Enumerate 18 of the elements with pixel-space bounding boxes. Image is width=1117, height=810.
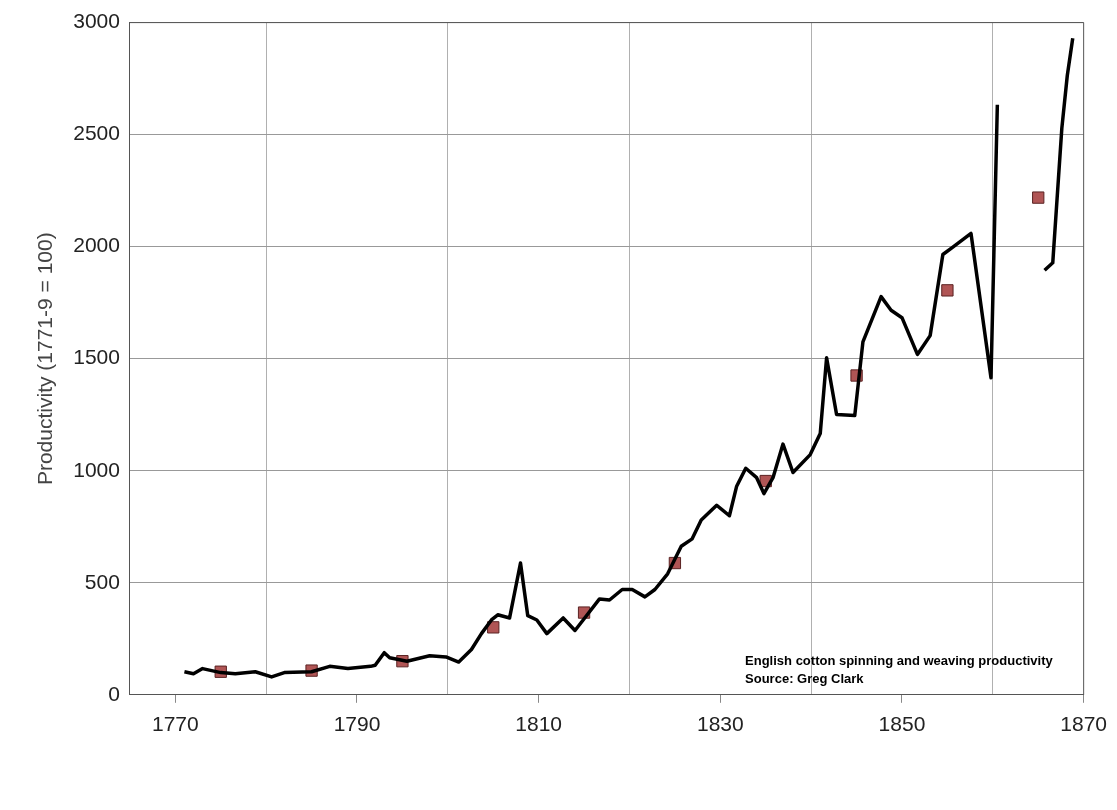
y-tick-label: 0 (108, 681, 120, 705)
y-axis-title: Productivity (1771-9 = 100) (33, 232, 57, 486)
x-tick-label: 1790 (333, 712, 381, 736)
point (941, 284, 954, 297)
y-tick-label: 1500 (73, 345, 120, 369)
x-tick-label: 1770 (151, 712, 199, 736)
x-tick-label: 1850 (878, 712, 926, 736)
y-tick-label: 1000 (73, 457, 120, 481)
point (1032, 191, 1045, 204)
y-tick-label: 500 (84, 569, 120, 593)
y-tick-label: 3000 (73, 9, 120, 33)
x-tick-label: 1870 (1060, 712, 1107, 736)
x-tick-label: 1810 (515, 712, 563, 736)
annotation: Source: Greg Clark (745, 670, 865, 686)
annotation: English cotton spinning and weaving productivity (745, 652, 1054, 668)
x-tick-label: 1830 (696, 712, 744, 736)
y-tick-label: 2500 (73, 121, 120, 145)
y-tick-label: 2000 (73, 233, 120, 257)
